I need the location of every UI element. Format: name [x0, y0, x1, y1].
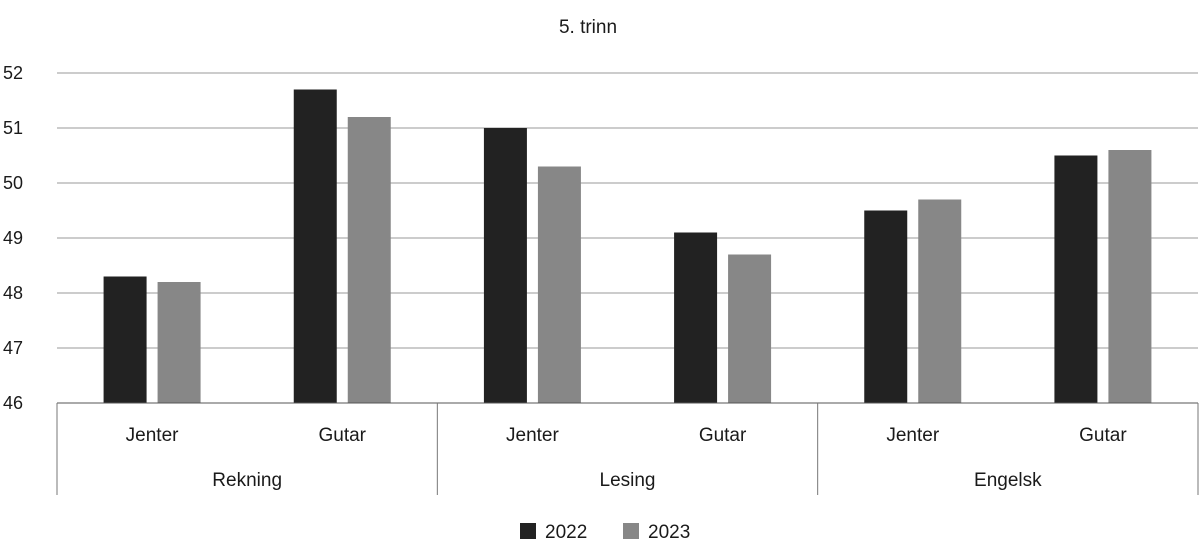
category-labels: Jenter Gutar Jenter Gutar Jenter Gutar — [126, 425, 1128, 446]
category-label: Gutar — [699, 425, 747, 446]
bars — [103, 89, 1152, 403]
bar-2022-jenter — [483, 128, 527, 403]
legend-swatch-2023 — [623, 523, 639, 539]
group-label: Lesing — [600, 470, 656, 491]
y-tick-label: 46 — [3, 393, 23, 413]
x-axis-frame — [56, 402, 1199, 495]
y-axis-tick-labels: 46 47 48 49 50 51 52 — [3, 63, 23, 413]
chart-title: 5. trinn — [559, 17, 617, 38]
category-label: Jenter — [886, 425, 939, 446]
y-tick-label: 47 — [3, 338, 23, 358]
bar-2023-jenter — [537, 166, 581, 403]
group-labels: Rekning Lesing Engelsk — [212, 470, 1042, 491]
bar-2023-jenter — [157, 282, 201, 403]
legend-swatch-2022 — [520, 523, 536, 539]
bar-2022-gutar — [293, 89, 337, 403]
bar-2023-gutar — [347, 117, 391, 403]
y-tick-label: 51 — [3, 118, 23, 138]
bar-2022-jenter — [103, 276, 147, 403]
category-label: Gutar — [1079, 425, 1127, 446]
y-tick-label: 50 — [3, 173, 23, 193]
group-label: Engelsk — [974, 470, 1042, 491]
category-label: Gutar — [318, 425, 366, 446]
bar-2022-gutar — [1054, 155, 1098, 403]
bar-2023-gutar — [728, 254, 772, 403]
bar-2022-jenter — [864, 210, 908, 403]
bar-2022-gutar — [674, 232, 718, 403]
bar-2023-jenter — [918, 199, 962, 403]
category-label: Jenter — [506, 425, 559, 446]
y-tick-label: 52 — [3, 63, 23, 83]
category-label: Jenter — [126, 425, 179, 446]
y-tick-label: 48 — [3, 283, 23, 303]
group-label: Rekning — [212, 470, 282, 491]
legend-label-2023: 2023 — [648, 522, 690, 543]
bar-2023-gutar — [1108, 150, 1152, 403]
gridlines — [57, 72, 1198, 349]
legend-label-2022: 2022 — [545, 522, 587, 543]
legend: 2022 2023 — [520, 522, 690, 543]
y-tick-label: 49 — [3, 228, 23, 248]
